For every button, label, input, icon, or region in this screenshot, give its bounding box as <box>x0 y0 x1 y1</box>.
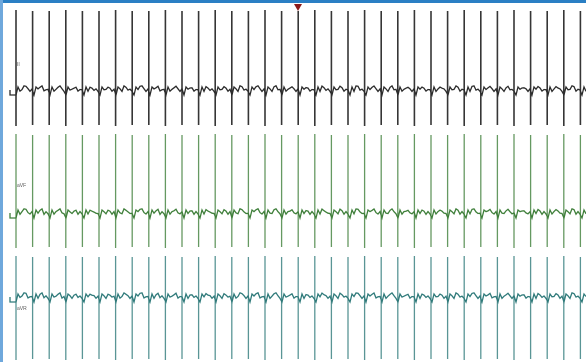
baseline-waveform <box>9 291 586 305</box>
lead-label-2: aVF <box>17 183 27 189</box>
channel-trace-3 <box>9 256 586 360</box>
baseline-waveform <box>9 84 586 98</box>
baseline-waveform <box>9 207 586 221</box>
channel-trace-2 <box>9 134 586 248</box>
lead-label-3: aVR <box>17 306 27 312</box>
time-cursor-marker-icon[interactable] <box>294 4 302 11</box>
channel-trace-1 <box>9 10 586 126</box>
lead-label-1: II <box>17 62 20 68</box>
viewer-top-border <box>0 0 586 3</box>
viewer-left-border <box>0 0 3 362</box>
